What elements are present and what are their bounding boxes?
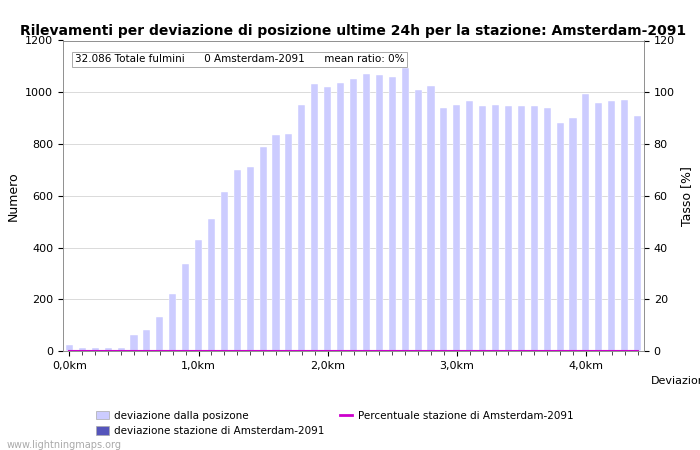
Bar xyxy=(428,86,435,351)
Bar xyxy=(130,336,138,351)
Bar xyxy=(634,116,641,351)
Title: Rilevamenti per deviazione di posizione ultime 24h per la stazione: Amsterdam-20: Rilevamenti per deviazione di posizione … xyxy=(20,24,687,38)
Bar xyxy=(402,68,409,351)
Bar xyxy=(479,107,486,351)
Bar xyxy=(286,134,293,351)
Bar xyxy=(118,348,125,351)
Bar xyxy=(556,123,564,351)
Text: Deviazioni: Deviazioni xyxy=(651,376,700,386)
Bar xyxy=(104,348,112,351)
Bar xyxy=(195,240,202,351)
Bar xyxy=(92,348,99,351)
Bar xyxy=(608,101,615,351)
Bar xyxy=(79,348,86,351)
Bar xyxy=(350,79,357,351)
Bar xyxy=(453,105,461,351)
Bar xyxy=(298,105,305,351)
Bar xyxy=(220,192,228,351)
Bar xyxy=(518,107,525,351)
Y-axis label: Numero: Numero xyxy=(6,171,20,220)
Bar xyxy=(569,118,577,351)
Bar xyxy=(492,105,499,351)
Bar xyxy=(260,147,267,351)
Text: 32.086 Totale fulmini      0 Amsterdam-2091      mean ratio: 0%: 32.086 Totale fulmini 0 Amsterdam-2091 m… xyxy=(75,54,404,64)
Bar xyxy=(544,108,551,351)
Bar xyxy=(582,94,589,351)
Bar xyxy=(66,345,73,351)
Bar xyxy=(595,103,603,351)
Bar xyxy=(312,85,318,351)
Bar xyxy=(234,170,241,351)
Bar xyxy=(531,107,538,351)
Bar xyxy=(246,167,254,351)
Bar xyxy=(169,294,176,351)
Bar xyxy=(363,74,370,351)
Bar xyxy=(337,83,344,351)
Bar xyxy=(505,107,512,351)
Bar xyxy=(466,101,473,351)
Bar xyxy=(144,330,150,351)
Bar xyxy=(414,90,421,351)
Bar xyxy=(389,76,396,351)
Bar xyxy=(376,76,383,351)
Bar xyxy=(272,135,279,351)
Bar xyxy=(208,219,215,351)
Bar xyxy=(440,108,447,351)
Bar xyxy=(182,264,189,351)
Bar xyxy=(621,100,628,351)
Bar xyxy=(324,87,331,351)
Text: www.lightningmaps.org: www.lightningmaps.org xyxy=(7,440,122,450)
Bar xyxy=(156,317,163,351)
Y-axis label: Tasso [%]: Tasso [%] xyxy=(680,166,694,226)
Legend: deviazione dalla posizone, deviazione stazione di Amsterdam-2091, Percentuale st: deviazione dalla posizone, deviazione st… xyxy=(96,410,573,436)
